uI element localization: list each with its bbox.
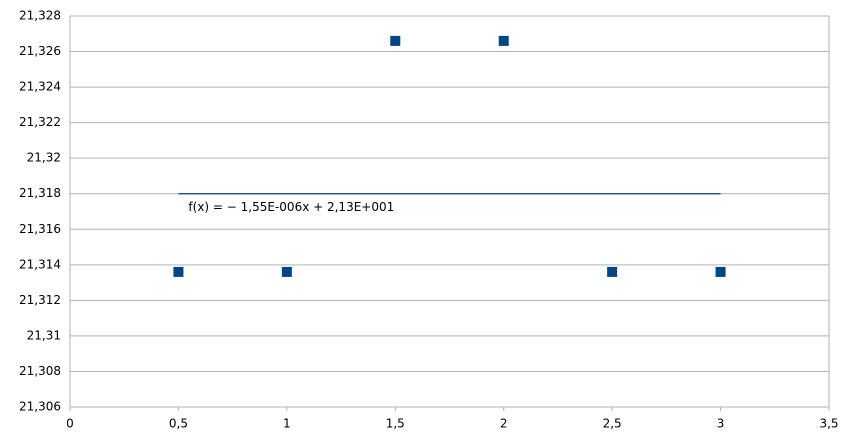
y-tick-label: 21,328	[19, 9, 61, 23]
x-tick-label: 0	[66, 417, 74, 431]
y-tick-label: 21,308	[19, 364, 61, 378]
point	[715, 266, 726, 277]
y-tick-label: 21,318	[19, 186, 61, 200]
trendline-equation: f(x) = − 1,55E-006x + 2,13E+001	[188, 200, 394, 214]
point	[498, 35, 509, 46]
x-tick-label: 1,5	[386, 417, 405, 431]
point	[173, 266, 184, 277]
y-tick-label: 21,324	[19, 80, 61, 94]
y-tick-label: 21,31	[27, 328, 61, 342]
x-tick-label: 2	[500, 417, 508, 431]
y-tick-label: 21,312	[19, 293, 61, 307]
x-tick-label: 3	[717, 417, 725, 431]
y-tick-label: 21,32	[27, 151, 61, 165]
y-tick-label: 21,306	[19, 400, 61, 414]
point	[281, 266, 292, 277]
x-tick-label: 1	[283, 417, 291, 431]
x-tick-label: 3,5	[819, 417, 838, 431]
y-tick-label: 21,316	[19, 222, 61, 236]
y-tick-label: 21,322	[19, 115, 61, 129]
point	[607, 266, 618, 277]
y-tick-label: 21,314	[19, 257, 61, 271]
x-tick-label: 0,5	[169, 417, 188, 431]
point	[390, 35, 401, 46]
y-tick-label: 21,326	[19, 44, 61, 58]
x-tick-label: 2,5	[603, 417, 622, 431]
